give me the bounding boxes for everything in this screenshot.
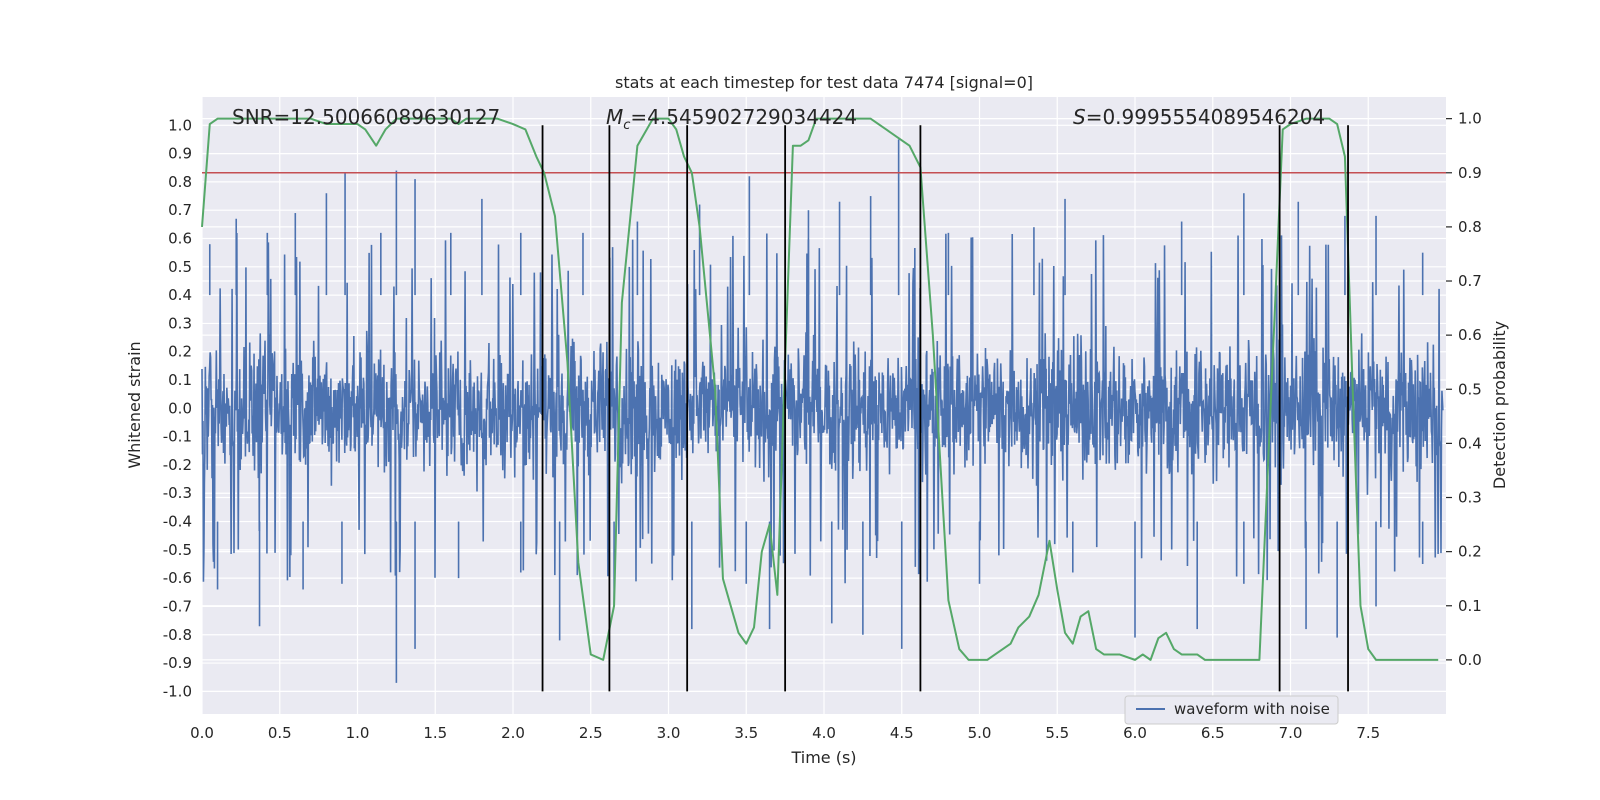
left-y-tick-label: 1.0 — [168, 116, 192, 134]
left-y-tick-label: -0.8 — [163, 626, 192, 644]
chirp-mass-annotation: Mc=4.545902729034424 — [606, 105, 857, 133]
right-y-tick-label: 0.4 — [1458, 434, 1482, 452]
legend-label-waveform: waveform with noise — [1174, 700, 1330, 718]
right-y-tick-label: 1.0 — [1458, 110, 1482, 128]
left-y-tick-label: 0.9 — [168, 145, 192, 163]
legend-box — [1124, 695, 1339, 725]
chart-title: stats at each timestep for test data 747… — [615, 73, 1033, 92]
chirp-mass-symbol: M — [606, 105, 623, 129]
right-y-tick-label: 0.1 — [1458, 597, 1482, 615]
x-tick-label: 4.5 — [890, 724, 914, 742]
probability-line — [201, 117, 1439, 661]
right-y-tick-label: 0.8 — [1458, 218, 1482, 236]
x-tick-label: 7.5 — [1356, 724, 1380, 742]
left-y-tick-label: -0.2 — [163, 456, 192, 474]
chirp-mass-value: =4.545902729034424 — [630, 105, 857, 129]
right-y-tick-label: 0.0 — [1458, 651, 1482, 669]
left-y-tick-label: 0.3 — [168, 314, 192, 332]
left-y-tick-label: 0.2 — [168, 343, 192, 361]
legend: waveform with noise — [1124, 695, 1339, 725]
event-marker-lines — [541, 125, 1349, 692]
left-y-tick-label: 0.5 — [168, 258, 192, 276]
waveform-trace — [201, 233, 1444, 584]
x-axis-ticks: 0.0 0.5 1.0 1.5 2.0 2.5 3.0 3.5 4.0 4.5 5.0 5.5 6.0 6… — [190, 724, 1380, 742]
left-y-tick-label: -0.4 — [163, 513, 192, 531]
left-y-axis-ticks: 1.0 0.9 0.8 0.7 0.6 0.5 0.4 0.3 0.2 0.1 0.0 -0.1 -0.… — [163, 116, 192, 700]
x-tick-label: 2.5 — [579, 724, 603, 742]
x-tick-label: 6.5 — [1201, 724, 1225, 742]
x-tick-label: 5.5 — [1045, 724, 1069, 742]
left-y-tick-label: -0.9 — [163, 654, 192, 672]
left-y-tick-label: 0.0 — [168, 399, 192, 417]
x-tick-label: 1.0 — [346, 724, 370, 742]
right-y-axis-ticks: 1.0 0.9 0.8 0.7 0.6 0.5 0.4 0.3 0.2 0.1 0.0 — [1446, 110, 1482, 669]
statistic-value: =0.9995554089546204 — [1086, 105, 1325, 129]
left-y-tick-label: -0.3 — [163, 484, 192, 502]
x-tick-label: 1.5 — [423, 724, 447, 742]
left-y-tick-label: -0.7 — [163, 597, 192, 615]
right-y-tick-label: 0.2 — [1458, 543, 1482, 561]
probability-series — [201, 117, 1439, 661]
right-y-tick-label: 0.6 — [1458, 326, 1482, 344]
right-y-tick-label: 0.9 — [1458, 164, 1482, 182]
left-y-tick-label: -1.0 — [163, 682, 192, 700]
x-tick-label: 2.0 — [501, 724, 525, 742]
left-y-tick-label: 0.4 — [168, 286, 192, 304]
statistic-annotation: S=0.9995554089546204 — [1073, 105, 1325, 129]
waveform-series — [201, 139, 1444, 683]
left-y-tick-label: 0.1 — [168, 371, 192, 389]
x-tick-label: 0.0 — [190, 724, 214, 742]
x-tick-label: 3.0 — [657, 724, 681, 742]
snr-annotation: SNR=12.50066089630127 — [232, 105, 500, 129]
x-axis-label: Time (s) — [790, 748, 856, 767]
left-y-tick-label: 0.6 — [168, 230, 192, 248]
left-y-axis-label: Whitened strain — [125, 341, 144, 468]
x-tick-label: 4.0 — [812, 724, 836, 742]
x-tick-label: 5.0 — [968, 724, 992, 742]
statistic-symbol: S — [1073, 105, 1086, 129]
left-y-tick-label: -0.6 — [163, 569, 192, 587]
x-tick-label: 7.0 — [1279, 724, 1303, 742]
right-y-tick-label: 0.3 — [1458, 489, 1482, 507]
x-tick-label: 0.5 — [268, 724, 292, 742]
left-y-tick-label: -0.1 — [163, 428, 192, 446]
right-y-tick-label: 0.5 — [1458, 380, 1482, 398]
right-y-tick-label: 0.7 — [1458, 272, 1482, 290]
x-tick-label: 3.5 — [734, 724, 758, 742]
left-y-tick-label: 0.7 — [168, 201, 192, 219]
chirp-mass-subscript: c — [623, 118, 630, 133]
left-y-tick-label: 0.8 — [168, 173, 192, 191]
left-y-tick-label: -0.5 — [163, 541, 192, 559]
right-y-axis-label: Detection probability — [1490, 321, 1509, 489]
x-tick-label: 6.0 — [1123, 724, 1147, 742]
